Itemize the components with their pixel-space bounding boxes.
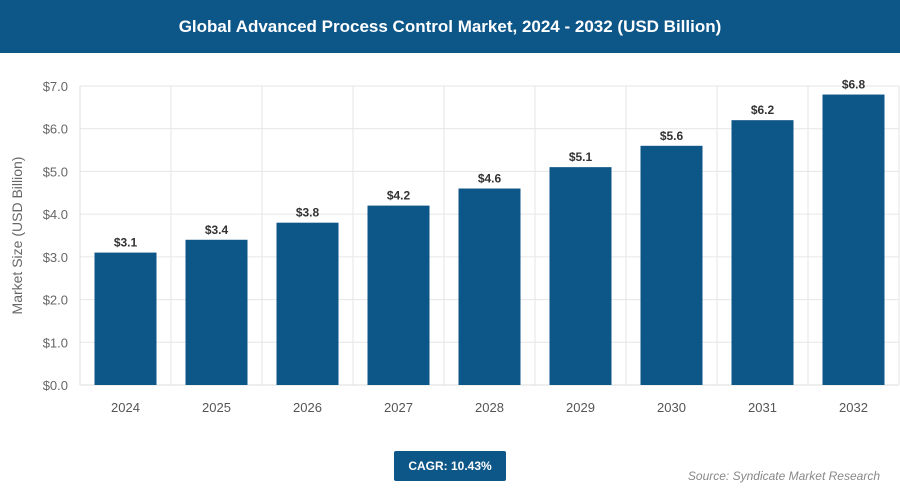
- bar-2027: [367, 205, 430, 385]
- data-label: $5.1: [569, 150, 593, 164]
- bar-2028: [458, 188, 521, 385]
- data-label: $4.6: [478, 172, 502, 186]
- bar-2025: [185, 239, 248, 385]
- bar-2026: [276, 222, 339, 385]
- data-label: $6.8: [842, 78, 866, 92]
- data-label: $6.2: [751, 103, 775, 117]
- bar-2024: [94, 252, 157, 385]
- y-tick-label: $4.0: [43, 207, 68, 222]
- data-label: $4.2: [387, 189, 411, 203]
- data-label: $3.1: [114, 236, 138, 250]
- x-tick-label: 2026: [293, 400, 322, 415]
- bar-2030: [640, 145, 703, 385]
- x-tick-label: 2030: [657, 400, 686, 415]
- bar-2031: [731, 120, 794, 386]
- data-label: $3.4: [205, 223, 229, 237]
- x-tick-label: 2031: [748, 400, 777, 415]
- x-tick-label: 2029: [566, 400, 595, 415]
- bar-2029: [549, 167, 612, 385]
- chart-title: Global Advanced Process Control Market, …: [0, 0, 900, 53]
- x-tick-label: 2028: [475, 400, 504, 415]
- x-tick-label: 2027: [384, 400, 413, 415]
- x-tick-label: 2024: [111, 400, 140, 415]
- y-tick-label: $3.0: [43, 250, 68, 265]
- y-tick-label: $7.0: [43, 79, 68, 94]
- y-tick-label: $0.0: [43, 378, 68, 393]
- bar-2032: [822, 94, 885, 386]
- y-tick-label: $6.0: [43, 122, 68, 137]
- y-axis-title: Market Size (USD Billion): [9, 157, 25, 315]
- data-label: $3.8: [296, 206, 320, 220]
- y-tick-label: $1.0: [43, 335, 68, 350]
- y-tick-label: $2.0: [43, 293, 68, 308]
- x-tick-label: 2032: [839, 400, 868, 415]
- source-note: Source: Syndicate Market Research: [687, 469, 880, 483]
- bar-chart: $0.0 $1.0 $2.0 $3.0 $4.0 $5.0 $6.0 $7.0 $3.1 2024…: [9, 78, 900, 415]
- x-tick-label: 2025: [202, 400, 231, 415]
- data-label: $5.6: [660, 129, 684, 143]
- cagr-badge: CAGR: 10.43%: [394, 451, 506, 481]
- y-tick-label: $5.0: [43, 164, 68, 179]
